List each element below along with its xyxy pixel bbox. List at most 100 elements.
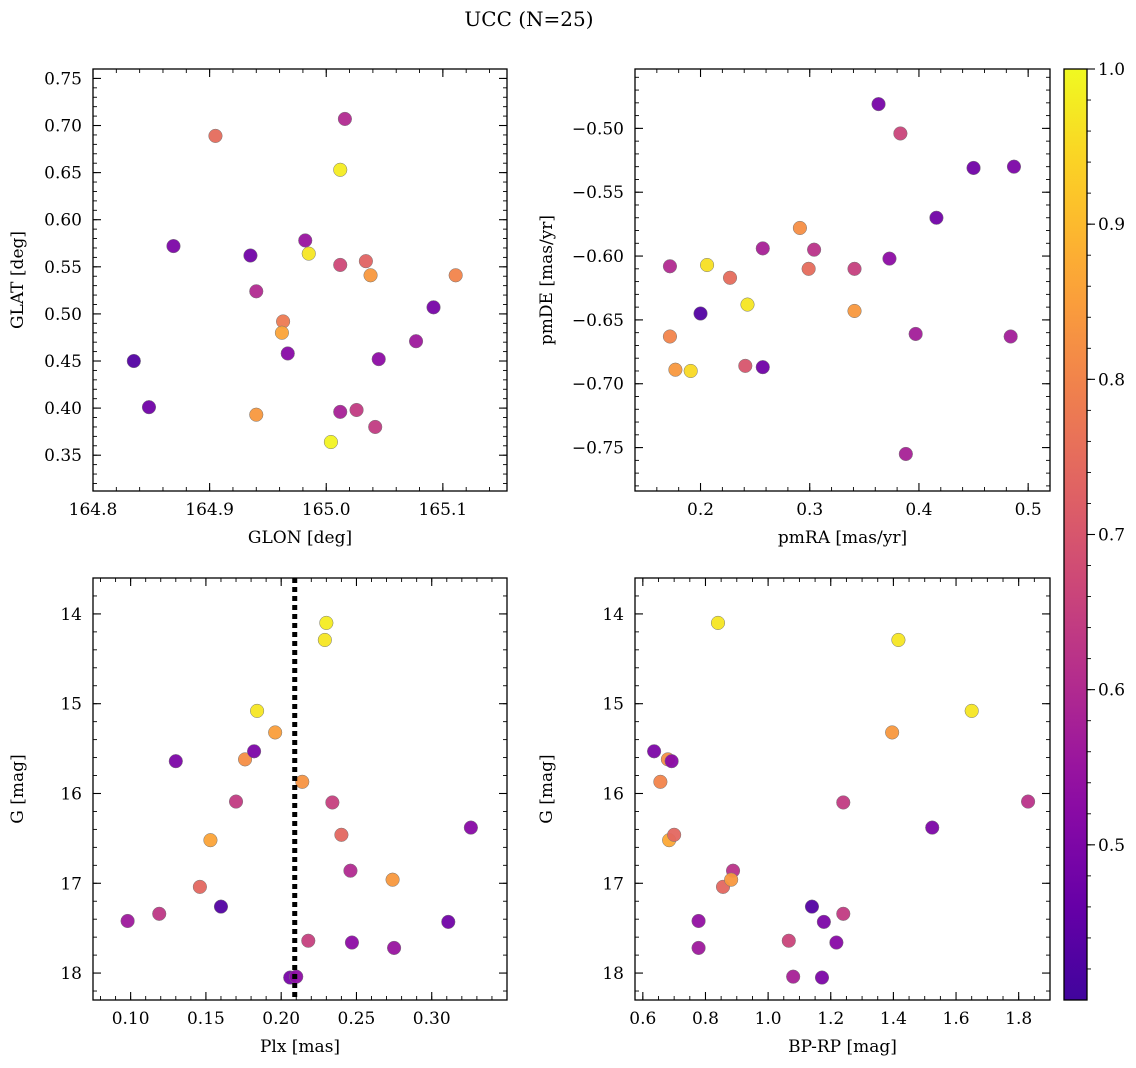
- data-point: [463, 820, 478, 835]
- colorbar-tick-label: 0.5: [1098, 836, 1125, 856]
- colorbar-tick-label: 0.9: [1098, 215, 1125, 235]
- y-tick-label: −0.65: [572, 311, 624, 331]
- data-point: [691, 940, 706, 955]
- colorbar-gradient: [1063, 68, 1088, 1001]
- y-tick-label: −0.55: [572, 183, 624, 203]
- data-point: [836, 795, 851, 810]
- data-point: [647, 744, 662, 759]
- data-point: [152, 906, 167, 921]
- x-tick-label: 1.6: [943, 1009, 970, 1029]
- x-tick-label: 0.4: [905, 500, 932, 520]
- data-point: [1003, 329, 1018, 344]
- minor-ticks: [92, 68, 507, 491]
- data-point: [804, 899, 820, 914]
- data-point: [325, 795, 340, 810]
- y-tick-label: 16: [602, 784, 624, 804]
- y-tick-label: 17: [60, 874, 82, 894]
- data-point: [966, 160, 981, 176]
- x-tick-label: 0.20: [262, 1009, 300, 1029]
- y-tick-label: 0.40: [44, 399, 82, 419]
- y-tick-label: −0.60: [572, 247, 624, 267]
- data-point: [238, 752, 253, 767]
- data-point: [755, 241, 770, 256]
- y-tick-label: 16: [60, 784, 82, 804]
- panel-glon-glat: 164.8 164.9 165.0 165.1 0.35 0.40 0.45 0.50 0.55…: [8, 68, 508, 548]
- data-point: [228, 794, 244, 809]
- data-point: [387, 940, 402, 955]
- data-point: [667, 827, 682, 842]
- y-tick-label: 0.50: [44, 305, 82, 325]
- data-point: [333, 257, 348, 272]
- data-point: [664, 754, 679, 769]
- minor-ticks: [634, 69, 1051, 491]
- data-point: [344, 935, 359, 950]
- y-tick-label: 0.35: [44, 446, 82, 466]
- x-tick-label: 0.30: [413, 1009, 451, 1029]
- data-point: [358, 254, 373, 269]
- data-point: [847, 261, 862, 276]
- x-tick-label: 0.25: [338, 1009, 376, 1029]
- x-tick-label: 0.3: [796, 500, 823, 520]
- data-point: [925, 820, 940, 835]
- x-axis-label: GLON [deg]: [248, 528, 352, 548]
- data-point: [337, 111, 352, 126]
- y-tick-label: 18: [60, 964, 82, 984]
- data-point: [683, 363, 698, 379]
- y-axis-label: G [mag]: [8, 754, 28, 823]
- data-point: [662, 329, 677, 344]
- x-tick-label: 1.0: [755, 1009, 782, 1029]
- data-point: [885, 725, 900, 740]
- x-axis-label: Plx [mas]: [260, 1037, 340, 1057]
- y-axis-label: GLAT [deg]: [8, 231, 28, 329]
- data-point: [213, 899, 229, 914]
- data-point: [662, 259, 677, 274]
- data-point: [298, 233, 313, 248]
- x-axis-label: pmRA [mas/yr]: [778, 528, 907, 548]
- data-point: [166, 239, 181, 254]
- x-axis-label: BP-RP [mag]: [788, 1037, 897, 1057]
- data-point: [319, 615, 334, 630]
- data-point: [1021, 794, 1036, 809]
- data-point: [448, 268, 463, 283]
- data-point: [816, 914, 831, 929]
- colorbar: 0.5 0.6 0.7 0.8 0.9 1.0: [1063, 60, 1125, 1001]
- data-point: [385, 872, 400, 887]
- y-tick-label: 14: [602, 605, 624, 625]
- data-point: [882, 251, 897, 266]
- data-point: [700, 257, 715, 273]
- x-tick-label: 1.8: [1005, 1009, 1032, 1029]
- x-tick-label: 0.10: [112, 1009, 150, 1029]
- axes-frame: [92, 68, 508, 492]
- data-point: [807, 242, 822, 257]
- data-point: [301, 246, 316, 261]
- data-point: [371, 352, 386, 367]
- data-point: [891, 632, 906, 648]
- y-tick-label: 0.55: [44, 258, 82, 278]
- axes-frame: [634, 577, 1051, 1001]
- panel-plx-g: 0.10 0.15 0.20 0.25 0.30 14 15 16 17 18 Plx [mas] G…: [8, 577, 508, 1057]
- y-axis-label: pmDE [mas/yr]: [537, 215, 557, 345]
- data-point: [722, 270, 738, 285]
- x-tick-label: 0.6: [629, 1009, 656, 1029]
- data-point: [814, 970, 830, 985]
- data-point: [323, 434, 338, 450]
- data-point: [847, 303, 862, 319]
- data-point: [249, 407, 264, 422]
- data-point: [250, 703, 265, 718]
- y-tick-label: 0.75: [44, 69, 82, 89]
- x-tick-label: 0.15: [187, 1009, 225, 1029]
- data-point: [334, 827, 349, 842]
- data-point: [755, 360, 770, 375]
- data-point: [317, 632, 332, 648]
- data-point: [249, 284, 264, 299]
- y-tick-label: 18: [602, 964, 624, 984]
- x-tick-label: 165.1: [419, 500, 468, 520]
- axes-frame: [92, 577, 508, 1001]
- data-point: [363, 268, 378, 283]
- data-point: [408, 334, 424, 349]
- data-point: [126, 353, 141, 369]
- data-point: [836, 906, 851, 921]
- data-point: [426, 300, 441, 315]
- data-point: [738, 358, 753, 373]
